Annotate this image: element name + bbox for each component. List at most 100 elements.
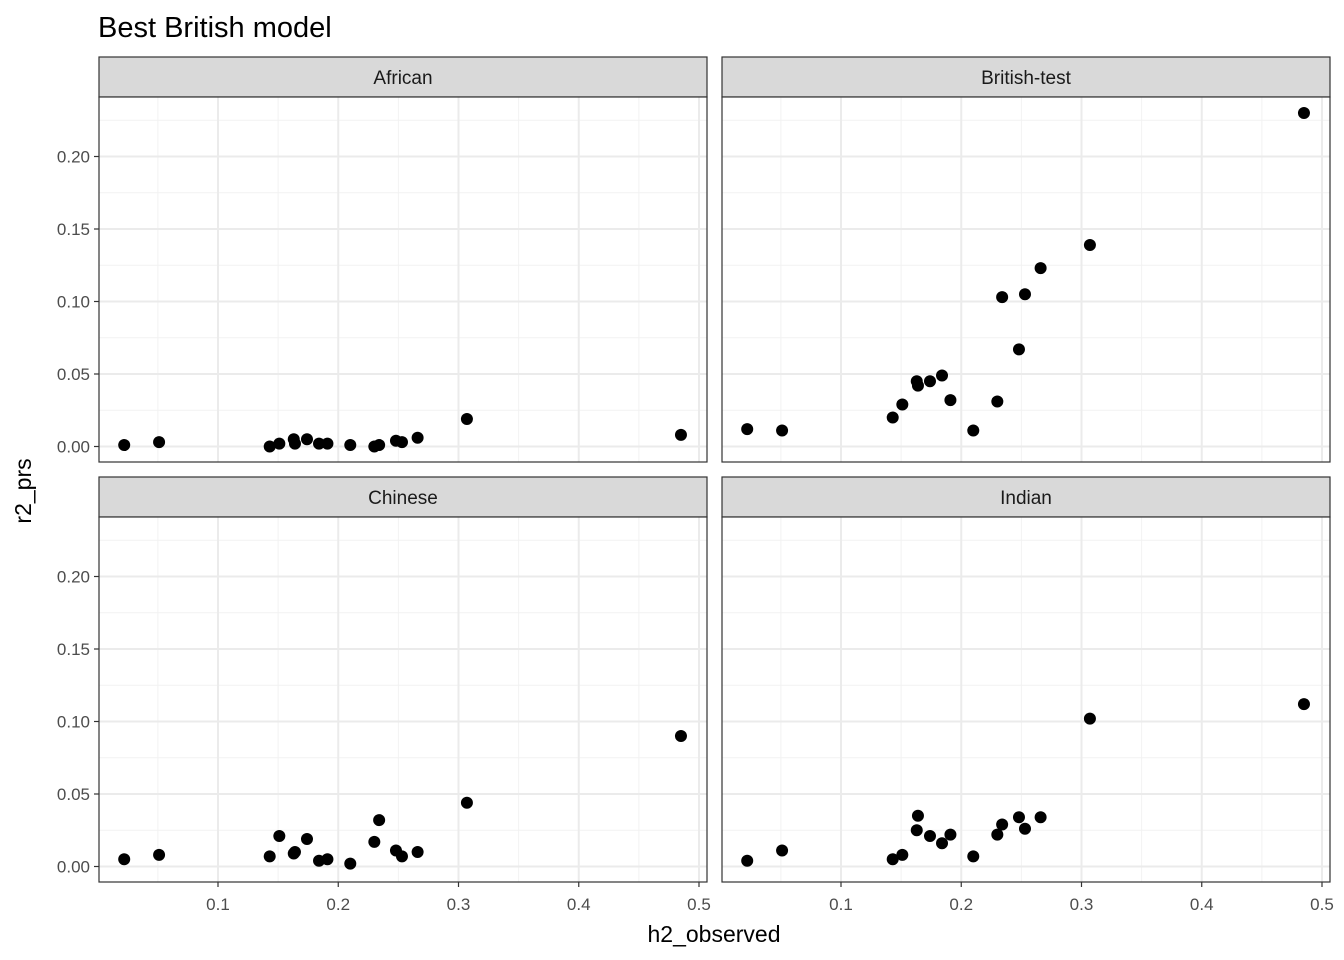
data-point — [321, 853, 334, 866]
data-point — [395, 850, 408, 863]
facet-panel-indian: Indian — [721, 476, 1331, 883]
data-point — [674, 730, 687, 742]
x-tick-label: 0.5 — [687, 895, 711, 914]
data-point — [910, 824, 923, 837]
data-point — [1012, 811, 1025, 824]
data-point — [313, 437, 326, 450]
data-point — [273, 437, 286, 450]
facet-panel-chinese: Chinese — [98, 476, 708, 883]
data-point — [300, 433, 313, 446]
data-points — [741, 698, 1310, 867]
y-tick-label: 0.15 — [57, 640, 90, 659]
facet-panels: African British-test Chinese Indian — [98, 56, 1331, 883]
panel-background — [99, 517, 707, 882]
x-tick-label: 0.3 — [1070, 895, 1094, 914]
facet-strip-label: African — [373, 68, 432, 89]
chart-title: Best British model — [98, 12, 332, 44]
data-point — [936, 369, 949, 382]
data-point — [1083, 712, 1096, 725]
data-point — [1012, 343, 1025, 356]
data-point — [1034, 811, 1047, 824]
facet-panel-african: African — [98, 56, 708, 463]
data-point — [996, 818, 1009, 831]
data-points — [118, 730, 687, 870]
data-point — [967, 424, 980, 437]
data-point — [273, 830, 286, 843]
y-tick-label: 0.10 — [57, 293, 90, 312]
data-point — [118, 439, 131, 452]
data-point — [460, 412, 473, 425]
panel-border — [98, 516, 708, 883]
data-point — [368, 835, 381, 848]
data-point — [373, 439, 386, 452]
data-point — [288, 846, 301, 858]
data-point — [263, 850, 276, 863]
x-tick-label: 0.4 — [567, 895, 591, 914]
data-point — [923, 375, 936, 388]
data-point — [967, 850, 980, 863]
data-point — [1297, 107, 1310, 119]
data-point — [674, 428, 687, 441]
gridlines — [722, 517, 1330, 882]
y-tick-label: 0.20 — [57, 148, 90, 167]
data-point — [411, 846, 424, 858]
data-points — [118, 412, 687, 453]
x-axis: 0.1 0.2 0.3 0.4 0.5 0.1 0.2 0.3 0.4 0.5 — [206, 882, 1334, 914]
data-point — [741, 423, 754, 436]
gridlines — [99, 97, 707, 462]
data-point — [321, 437, 334, 450]
data-point — [896, 848, 909, 861]
panel-background — [722, 97, 1330, 462]
x-tick-label: 0.4 — [1190, 895, 1214, 914]
data-point — [153, 848, 166, 861]
facet-strip-label: Chinese — [368, 488, 438, 509]
data-point — [153, 436, 166, 449]
y-tick-label: 0.00 — [57, 858, 90, 877]
data-point — [411, 431, 424, 444]
facet-strip — [721, 56, 1331, 98]
data-point — [395, 436, 408, 449]
data-point — [886, 411, 899, 424]
data-point — [741, 854, 754, 867]
data-point — [1297, 698, 1310, 711]
gridlines — [99, 517, 707, 882]
x-tick-label: 0.2 — [949, 895, 973, 914]
data-point — [776, 844, 789, 857]
data-point — [1018, 822, 1031, 835]
data-point — [944, 828, 957, 841]
y-tick-label: 0.00 — [57, 438, 90, 457]
panel-background — [722, 517, 1330, 882]
x-tick-label: 0.1 — [206, 895, 230, 914]
data-point — [263, 440, 276, 453]
x-axis-title: h2_observed — [648, 921, 781, 947]
y-tick-label: 0.20 — [57, 568, 90, 587]
x-tick-label: 0.3 — [447, 895, 471, 914]
data-point — [118, 853, 131, 866]
data-point — [1034, 262, 1047, 275]
data-point — [1083, 238, 1096, 251]
x-tick-label: 0.2 — [326, 895, 350, 914]
data-point — [991, 828, 1004, 841]
data-point — [896, 398, 909, 411]
facet-strip — [98, 56, 708, 98]
data-point — [911, 379, 924, 392]
panel-border — [98, 96, 708, 463]
facet-panel-british-test: British-test — [721, 56, 1331, 463]
facet-strip-label: Indian — [1000, 488, 1052, 509]
facet-strip-label: British-test — [981, 68, 1071, 89]
data-point — [1018, 288, 1031, 301]
data-point — [288, 437, 301, 450]
data-point — [944, 394, 957, 407]
panel-border — [721, 516, 1331, 883]
y-axis: 0.00 0.05 0.10 0.15 0.20 0.00 0.05 0.10 0.15 0.20 — [57, 148, 99, 877]
data-point — [923, 830, 936, 843]
y-tick-label: 0.05 — [57, 785, 90, 804]
y-axis-title: r2_prs — [10, 458, 36, 523]
data-point — [344, 857, 357, 870]
facet-strip — [721, 476, 1331, 518]
data-point — [776, 424, 789, 437]
data-point — [344, 439, 357, 452]
data-point — [996, 291, 1009, 304]
y-tick-label: 0.15 — [57, 220, 90, 239]
